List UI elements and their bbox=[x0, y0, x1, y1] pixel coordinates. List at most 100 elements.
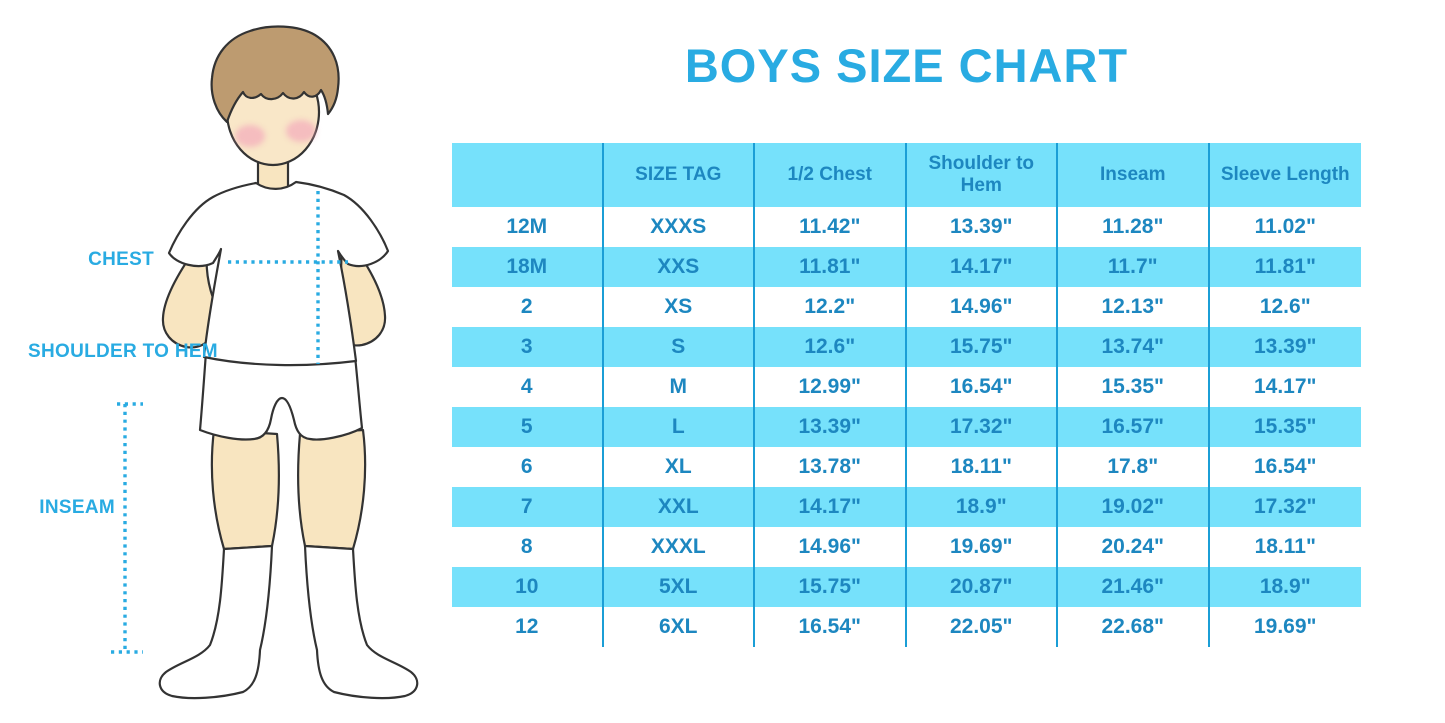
measurement-cell: 13.74" bbox=[1058, 327, 1210, 367]
table-row: 18M XXS 11.81" 14.17" 11.7" 11.81" bbox=[452, 247, 1361, 287]
table-row: 10 5XL 15.75" 20.87" 21.46" 18.9" bbox=[452, 567, 1361, 607]
measurement-cell: 11.28" bbox=[1058, 207, 1210, 247]
column-header: Sleeve Length bbox=[1209, 143, 1361, 207]
measurement-cell: 13.39" bbox=[755, 407, 907, 447]
left-sock bbox=[158, 544, 274, 700]
size-cell: 8 bbox=[452, 527, 604, 567]
column-header: SIZE TAG bbox=[603, 143, 755, 207]
right-sock bbox=[303, 544, 419, 700]
right-leg bbox=[297, 428, 367, 551]
measurement-cell: M bbox=[604, 367, 755, 407]
measurement-cell: 14.17" bbox=[755, 487, 907, 527]
measurement-cell: 15.75" bbox=[755, 567, 907, 607]
inseam-label: INSEAM bbox=[39, 497, 115, 518]
hair bbox=[210, 25, 340, 124]
measurement-cell: 14.96" bbox=[907, 287, 1058, 327]
size-cell: 12 bbox=[452, 607, 604, 647]
measurement-cell: 12.6" bbox=[755, 327, 907, 367]
measurement-cell: 15.35" bbox=[1209, 407, 1361, 447]
table-row: 5 L 13.39" 17.32" 16.57" 15.35" bbox=[452, 407, 1361, 447]
measurement-cell: 17.32" bbox=[906, 407, 1058, 447]
left-leg bbox=[210, 428, 280, 551]
size-cell: 3 bbox=[452, 327, 604, 367]
boy-illustration bbox=[111, 25, 419, 700]
measurement-cell: 12.13" bbox=[1058, 287, 1210, 327]
measurement-cell: 18.9" bbox=[906, 487, 1058, 527]
measurement-cell: 13.78" bbox=[755, 447, 907, 487]
measurement-cell: 17.8" bbox=[1058, 447, 1210, 487]
measurement-cell: 18.11" bbox=[1254, 535, 1316, 558]
table-row: 6 XL 13.78" 18.11" 17.8" 16.54" bbox=[452, 447, 1361, 487]
measurement-cell: 12.99" bbox=[755, 367, 907, 407]
size-cell: 12M bbox=[452, 207, 604, 247]
measurement-cell: 6XL bbox=[604, 607, 755, 647]
measurement-cell: 19.02" bbox=[1058, 487, 1210, 527]
size-cell: 5 bbox=[452, 407, 604, 447]
measurement-cell: 17.32" bbox=[1209, 487, 1361, 527]
size-cell: 2 bbox=[452, 287, 604, 327]
measurement-cell: 11.81" bbox=[755, 247, 907, 287]
measurement-cell: 16.57" bbox=[1058, 407, 1210, 447]
shoulder-to-hem-label: SHOULDER TO HEM bbox=[28, 341, 218, 362]
table-row: 7 XXL 14.17" 18.9" 19.02" 17.32" bbox=[452, 487, 1361, 527]
size-cell: 7 bbox=[452, 487, 604, 527]
measurement-cell: 15.75" bbox=[906, 327, 1058, 367]
table-row: 4 M 12.99" 16.54" 15.35" 14.17" bbox=[452, 367, 1361, 407]
measurement-cell: S bbox=[603, 327, 755, 367]
size-cell: 4 bbox=[452, 367, 604, 407]
measurement-cell: XL bbox=[604, 447, 755, 487]
measurement-cell: 12.2" bbox=[755, 287, 907, 327]
measurement-cell: 19.69" bbox=[1253, 615, 1317, 638]
measurement-cell: 14.17" bbox=[1253, 375, 1317, 398]
measurement-cell: L bbox=[603, 407, 755, 447]
tshirt bbox=[167, 180, 390, 367]
column-header: 1/2 Chest bbox=[755, 143, 907, 207]
table-row: 8 XXXL 14.96" 19.69" 20.24" 18.11" bbox=[452, 527, 1361, 567]
measurement-cell: 14.96" bbox=[755, 527, 907, 567]
measurement-cell: 11.81" bbox=[1209, 247, 1361, 287]
measurement-cell: 11.42" bbox=[755, 207, 907, 247]
measurement-cell: 16.54" bbox=[1253, 455, 1317, 478]
measurement-figure: CHEST SHOULDER TO HEM INSEAM bbox=[0, 0, 450, 723]
measurement-cell: XXS bbox=[603, 247, 755, 287]
table-header-row: SIZE TAG 1/2 Chest Shoulder to Hem Inseam Sl… bbox=[452, 143, 1361, 207]
size-cell: 10 bbox=[452, 567, 604, 607]
page-title: BOYS SIZE CHART bbox=[684, 39, 1129, 92]
measurement-cell: XXL bbox=[603, 487, 755, 527]
measurement-cell: XXXL bbox=[604, 527, 755, 567]
measurement-cell: 22.68" bbox=[1058, 607, 1210, 647]
column-header: Inseam bbox=[1058, 143, 1210, 207]
size-cell: 18M bbox=[452, 247, 604, 287]
column-header bbox=[452, 143, 604, 207]
measurement-cell: 11.7" bbox=[1058, 247, 1210, 287]
measurement-cell: 11.02" bbox=[1254, 215, 1316, 238]
measurement-cell: 22.05" bbox=[907, 607, 1058, 647]
measurement-cell: 16.54" bbox=[907, 367, 1058, 407]
measurement-cell: 13.39" bbox=[907, 207, 1058, 247]
measurement-cell: 20.24" bbox=[1058, 527, 1210, 567]
measurement-cell: 12.6" bbox=[1259, 295, 1311, 318]
measurement-cell: 18.9" bbox=[1209, 567, 1361, 607]
measurement-cell: 20.87" bbox=[906, 567, 1058, 607]
measurement-cell: 15.35" bbox=[1058, 367, 1210, 407]
size-cell: 6 bbox=[452, 447, 604, 487]
table-row: 12M XXXS 11.42" 13.39" 11.28" 11.02" bbox=[452, 207, 1361, 247]
shorts bbox=[198, 350, 364, 441]
chest-label: CHEST bbox=[88, 249, 154, 270]
measurement-cell: 13.39" bbox=[1209, 327, 1361, 367]
size-table: SIZE TAG 1/2 Chest Shoulder to Hem Inseam Sl… bbox=[452, 143, 1361, 647]
right-blush bbox=[286, 120, 316, 142]
measurement-cell: 14.17" bbox=[906, 247, 1058, 287]
measurement-cell: 18.11" bbox=[907, 447, 1058, 487]
measurement-cell: 19.69" bbox=[907, 527, 1058, 567]
left-blush bbox=[235, 125, 265, 147]
measurement-cell: 16.54" bbox=[755, 607, 907, 647]
measurement-cell: XXXS bbox=[604, 207, 755, 247]
measurement-cell: 21.46" bbox=[1058, 567, 1210, 607]
table-row: 2 XS 12.2" 14.96" 12.13" 12.6" bbox=[452, 287, 1361, 327]
table-row: 3 S 12.6" 15.75" 13.74" 13.39" bbox=[452, 327, 1361, 367]
column-header: Shoulder to Hem bbox=[906, 143, 1058, 207]
measurement-cell: XS bbox=[604, 287, 755, 327]
measurement-cell: 5XL bbox=[603, 567, 755, 607]
